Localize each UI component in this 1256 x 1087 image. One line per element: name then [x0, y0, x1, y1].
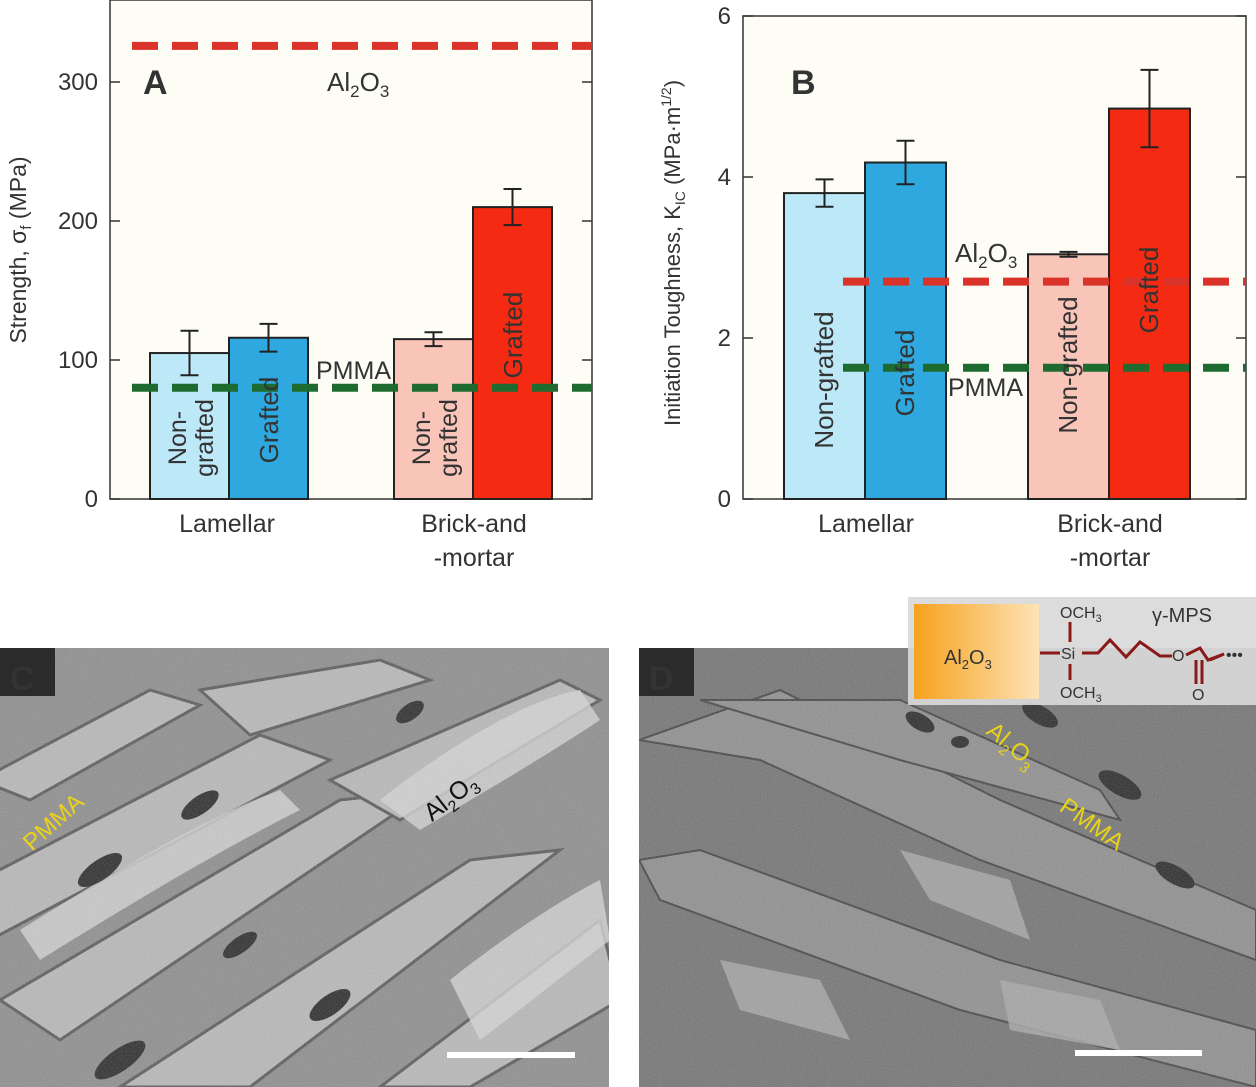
bar	[149, 352, 230, 500]
inset-al2o3-block	[914, 604, 1039, 699]
bar-label-nongrafted: Non-grafted	[809, 311, 839, 448]
inset-si: Si	[1061, 646, 1075, 663]
panel-a-category-brick-mortar: Brick-and -mortar	[421, 510, 527, 572]
panel-d-scale-bar	[1075, 1050, 1202, 1056]
y-tick-label: 100	[58, 347, 98, 374]
bar-label-grafted: Grafted	[498, 292, 528, 379]
panel-b-reference-lines	[843, 277, 1246, 372]
bar-label-line: Non-	[164, 411, 192, 465]
inset-gamma-mps-label: γ-MPS	[1152, 605, 1212, 627]
bar	[783, 192, 866, 500]
panel-c-letter: C	[10, 660, 35, 698]
bar-label-nongrafted: Non-grafted	[408, 399, 463, 477]
bar-label-nongrafted: Non-grafted	[1053, 296, 1083, 433]
panel-b-bars	[783, 107, 1191, 500]
panel-a-al2o3-label: Al2O3	[327, 67, 389, 101]
y-tick-label: 0	[85, 486, 98, 513]
y-tick-label: 2	[718, 325, 731, 352]
panel-a-al2o3-o: O	[360, 67, 380, 97]
panel-b-error-bars	[815, 68, 1159, 258]
panel-a-letter: A	[143, 64, 168, 102]
bar-label-grafted: Grafted	[890, 330, 920, 417]
panel-a-al2o3-sub2: 3	[380, 82, 389, 101]
inset-al2o3-label: Al2O3	[944, 647, 992, 672]
y-tick-label: 4	[718, 164, 731, 191]
panel-a-category-lamellar: Lamellar	[179, 510, 275, 538]
bar-label-line: grafted	[191, 399, 219, 477]
bar-label-grafted: Grafted	[254, 377, 284, 464]
panel-c-sem-image: C PMMA Al2O3	[0, 648, 609, 1087]
inset-och3-top: OCH3	[1060, 605, 1102, 625]
panel-d-sem-image: D Al2O3 PMMA	[639, 648, 1256, 1087]
panel-a-bars	[149, 206, 553, 501]
bar-label-grafted: Grafted	[1134, 247, 1164, 334]
bar-label-line: grafted	[435, 399, 463, 477]
panel-a-y-ticks: 0 100 200 300	[58, 69, 592, 513]
category-line: -mortar	[434, 544, 515, 572]
panel-b-al2o3-sub2: 3	[1008, 253, 1017, 272]
bar	[864, 161, 947, 500]
inset-dots: •••	[1226, 647, 1243, 664]
bar	[1027, 253, 1110, 500]
category-line: Brick-and	[1057, 510, 1163, 538]
gamma-mps-inset: Al2O3 OCH3 Si OCH3 O O ••• γ-MPS	[908, 597, 1256, 705]
panel-c-scale-bar	[447, 1052, 575, 1058]
bar	[1108, 107, 1191, 500]
panel-b-bar-labels: Non-grafted Grafted Non-grafted Grafted	[809, 247, 1164, 449]
panel-b-y-axis-label: Initiation Toughness, KIC (MPa·m1/2)	[658, 80, 688, 426]
category-line: Brick-and	[421, 510, 527, 538]
panel-a-error-bars	[180, 188, 522, 377]
panel-b-al2o3-al: Al	[955, 238, 978, 268]
panel-b-y-ticks: 0 2 4 6	[718, 3, 1246, 513]
panel-a-bar-labels: Non-grafted Grafted Non-grafted Grafted	[164, 292, 528, 477]
bar-label-line: Non-	[408, 411, 436, 465]
panel-a-y-axis-label: Strength, σf (MPa)	[5, 156, 35, 343]
category-line: -mortar	[1070, 544, 1151, 572]
inset-o-link: O	[1172, 648, 1184, 665]
y-tick-label: 300	[58, 69, 98, 96]
panel-b-al2o3-label: Al2O3	[955, 238, 1017, 272]
y-tick-label: 0	[718, 486, 731, 513]
panel-b-category-brick-mortar: Brick-and -mortar	[1057, 510, 1163, 572]
panel-d-letter: D	[649, 660, 674, 698]
panel-a-pmma-label: PMMA	[316, 357, 391, 385]
panel-b-al2o3-sub1: 2	[978, 253, 987, 272]
panel-a-al2o3-al: Al	[327, 67, 350, 97]
y-tick-label: 200	[58, 208, 98, 235]
panel-b-pmma-label: PMMA	[948, 374, 1023, 402]
bar	[472, 206, 553, 500]
inset-och3-bottom: OCH3	[1060, 685, 1102, 705]
panel-b-al2o3-o: O	[988, 238, 1008, 268]
panel-a-reference-lines	[132, 41, 592, 392]
panel-b-category-lamellar: Lamellar	[818, 510, 914, 538]
y-tick-label: 6	[718, 3, 731, 30]
bar-label-nongrafted: Non-grafted	[164, 399, 219, 477]
panel-a-al2o3-sub1: 2	[350, 82, 359, 101]
inset-o-carbonyl: O	[1192, 687, 1204, 704]
bar	[228, 336, 309, 501]
panel-b-toughness-chart: 0 2 4 6 Non-grafted Grafted Non-grafted Grafte…	[658, 3, 1247, 572]
panel-b-letter: B	[791, 64, 816, 102]
